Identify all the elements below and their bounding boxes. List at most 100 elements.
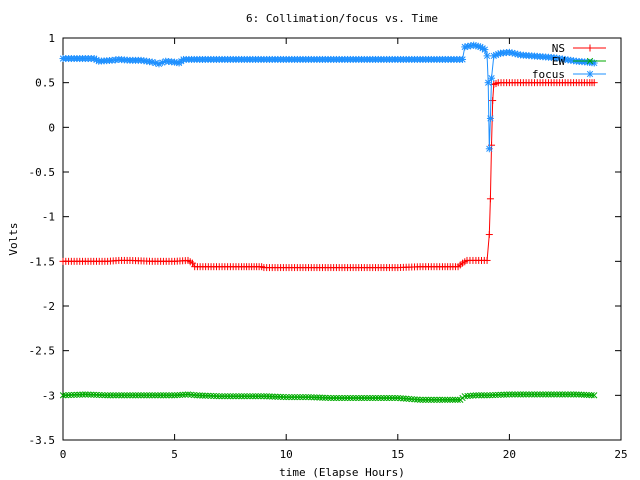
data-point	[199, 392, 206, 399]
data-point	[93, 391, 100, 399]
data-point	[310, 394, 318, 401]
data-point	[71, 391, 78, 399]
data-point	[500, 391, 507, 398]
data-point	[271, 393, 279, 400]
data-point	[104, 392, 111, 399]
y-tick-label: -0.5	[29, 166, 56, 179]
axis-ticks: 1 0.5 0 -0.5 -1 -1.5 -2 -2.5 -3 -3.5 0 5 10 15 20 25	[29, 32, 628, 461]
data-point	[449, 396, 456, 403]
data-point	[590, 79, 598, 87]
data-point	[62, 392, 69, 399]
data-point	[586, 70, 594, 78]
data-point	[485, 145, 493, 153]
data-point	[588, 392, 595, 399]
data-point	[459, 55, 467, 63]
legend-label: focus	[532, 68, 565, 81]
data-point	[492, 391, 499, 399]
y-tick-label: 0.5	[35, 77, 55, 90]
data-point	[436, 396, 443, 403]
data-point	[411, 396, 418, 403]
data-point	[391, 394, 399, 402]
data-point	[112, 392, 120, 399]
data-point	[241, 393, 248, 400]
data-point	[274, 393, 281, 400]
y-tick-label: -2	[42, 300, 55, 313]
data-point	[514, 391, 521, 398]
data-point	[216, 393, 223, 400]
data-point	[341, 394, 348, 402]
data-point	[285, 393, 293, 401]
data-point	[539, 391, 547, 398]
data-point	[525, 391, 533, 398]
data-point	[154, 392, 162, 399]
data-point	[528, 391, 535, 398]
data-point	[545, 391, 552, 398]
data-point	[294, 393, 301, 401]
data-point	[246, 393, 254, 400]
data-point	[475, 392, 482, 399]
data-point	[350, 394, 357, 402]
data-point	[204, 392, 212, 399]
data-point	[483, 52, 491, 60]
data-point	[96, 391, 103, 399]
data-point	[160, 392, 167, 399]
data-point	[121, 392, 128, 399]
data-point	[403, 395, 410, 402]
data-point	[327, 394, 334, 402]
data-point	[68, 391, 75, 399]
data-point	[221, 393, 228, 400]
data-point	[509, 391, 516, 398]
series-ew	[59, 391, 598, 403]
data-point	[430, 396, 438, 403]
data-point	[481, 46, 489, 54]
data-point	[408, 395, 415, 403]
data-point	[257, 393, 265, 400]
data-point	[333, 394, 340, 402]
data-point	[586, 44, 594, 52]
x-tick-label: 10	[280, 448, 293, 461]
series-layer	[59, 41, 598, 403]
y-axis-label: Volts	[7, 222, 20, 255]
data-point	[207, 392, 215, 400]
data-point	[486, 114, 494, 122]
legend-label: EW	[552, 55, 566, 68]
data-point	[76, 391, 83, 398]
data-point	[583, 391, 590, 399]
data-point	[87, 391, 95, 398]
data-point	[124, 392, 131, 399]
data-point	[511, 391, 519, 398]
data-point	[372, 394, 379, 402]
data-point	[586, 57, 594, 65]
data-point	[182, 391, 189, 398]
y-tick-label: 0	[48, 121, 55, 134]
data-point	[441, 396, 449, 403]
data-point	[291, 393, 298, 401]
data-point	[319, 394, 326, 401]
data-point	[428, 396, 435, 403]
data-point	[174, 392, 181, 399]
data-point	[252, 393, 259, 400]
x-tick-label: 15	[391, 448, 404, 461]
data-point	[446, 396, 454, 403]
data-point	[472, 392, 480, 399]
data-point	[188, 259, 196, 267]
data-point	[129, 392, 136, 399]
data-point	[126, 392, 134, 399]
data-point	[366, 394, 374, 402]
data-point	[464, 392, 471, 400]
data-point	[377, 394, 385, 402]
data-point	[567, 391, 574, 398]
data-point	[369, 394, 376, 402]
data-point	[363, 394, 371, 402]
data-point	[151, 392, 159, 399]
data-point	[488, 74, 496, 82]
data-point	[542, 391, 549, 398]
y-tick-label: -3.5	[29, 434, 56, 447]
data-point	[110, 392, 117, 399]
data-point	[299, 393, 307, 401]
data-point	[419, 396, 427, 403]
data-point	[316, 394, 323, 401]
data-point	[352, 394, 360, 402]
data-point	[375, 394, 382, 402]
data-point	[280, 393, 287, 401]
